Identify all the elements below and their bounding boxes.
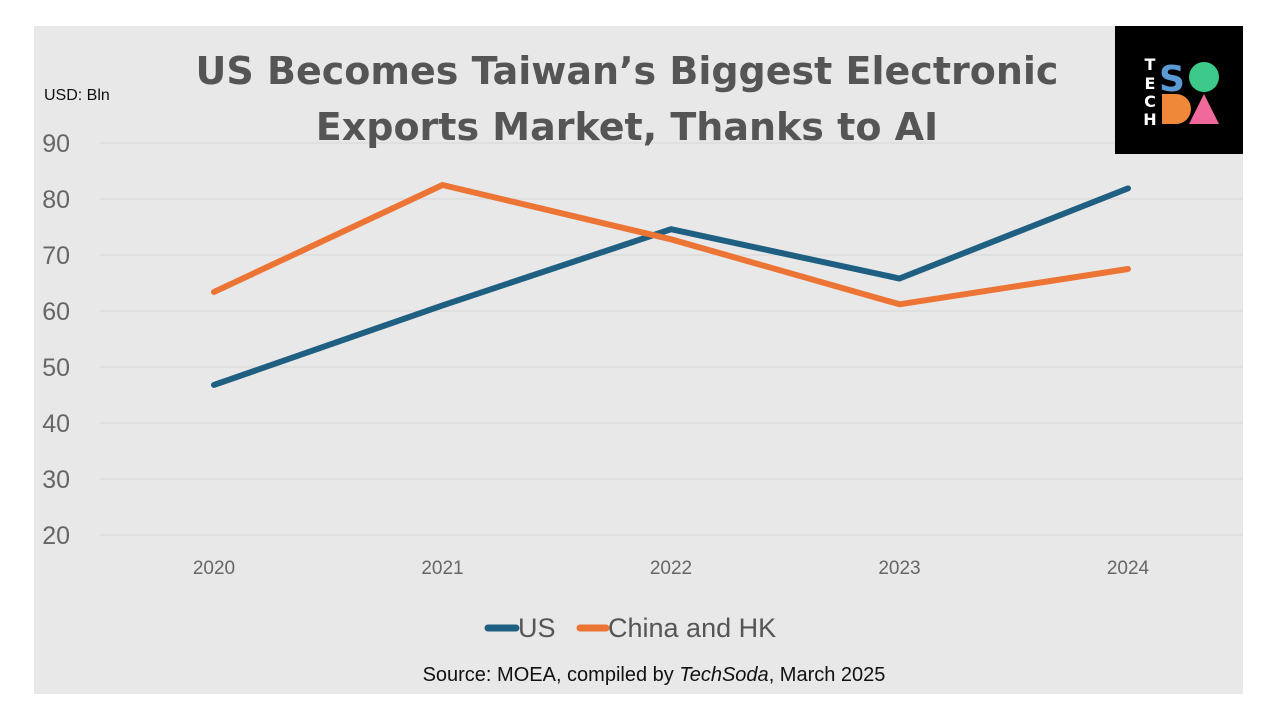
series-lines [211,182,1131,388]
logo-letter-t: T [1145,55,1156,74]
series-line-us [211,185,1131,388]
logo-letter-o-circle [1189,62,1219,92]
logo-letter-e: E [1145,74,1156,93]
techsoda-logo: T E C H S [1115,26,1243,154]
logo-letter-d-shape [1162,94,1191,124]
logo-letter-a-triangle [1189,94,1219,124]
logo-background [1115,26,1243,154]
source-note: Source: MOEA, compiled by TechSoda, Marc… [423,664,886,686]
unit-label: USD: Bln [44,87,110,104]
x-tick-label-2021: 2021 [421,558,463,579]
source-prefix: Source: MOEA, compiled by [423,664,680,686]
x-tick-label-2022: 2022 [650,558,692,579]
legend: US China and HK [484,613,776,643]
chart-title-line-1: US Becomes Taiwan’s Biggest Electronic [196,49,1059,93]
y-tick-label-70: 70 [42,242,70,270]
x-axis-ticks: 2020 2021 2022 2023 2024 [193,558,1150,579]
source-suffix: , March 2025 [769,664,886,686]
x-tick-label-2020: 2020 [193,558,235,579]
y-tick-label-40: 40 [42,410,70,438]
logo-letter-s: S [1159,59,1185,100]
legend-label-china-hk: China and HK [608,613,776,643]
chart-panel [34,26,1243,694]
y-tick-label-50: 50 [42,354,70,382]
series-line-china-hk [211,182,1131,308]
y-tick-label-60: 60 [42,298,70,326]
source-brand: TechSoda [679,664,768,686]
y-axis-ticks: 90 80 70 60 50 40 30 20 [42,130,70,550]
y-tick-label-80: 80 [42,186,70,214]
x-tick-label-2023: 2023 [878,558,920,579]
logo-letter-c: C [1144,92,1156,111]
y-tick-label-30: 30 [42,466,70,494]
chart-title-line-2: Exports Market, Thanks to AI [316,105,938,149]
legend-label-us: US [518,613,556,643]
logo-letter-h: H [1143,110,1156,129]
x-tick-label-2024: 2024 [1107,558,1150,579]
gridlines [100,142,1243,536]
y-tick-label-90: 90 [42,130,70,158]
y-tick-label-20: 20 [42,522,70,550]
